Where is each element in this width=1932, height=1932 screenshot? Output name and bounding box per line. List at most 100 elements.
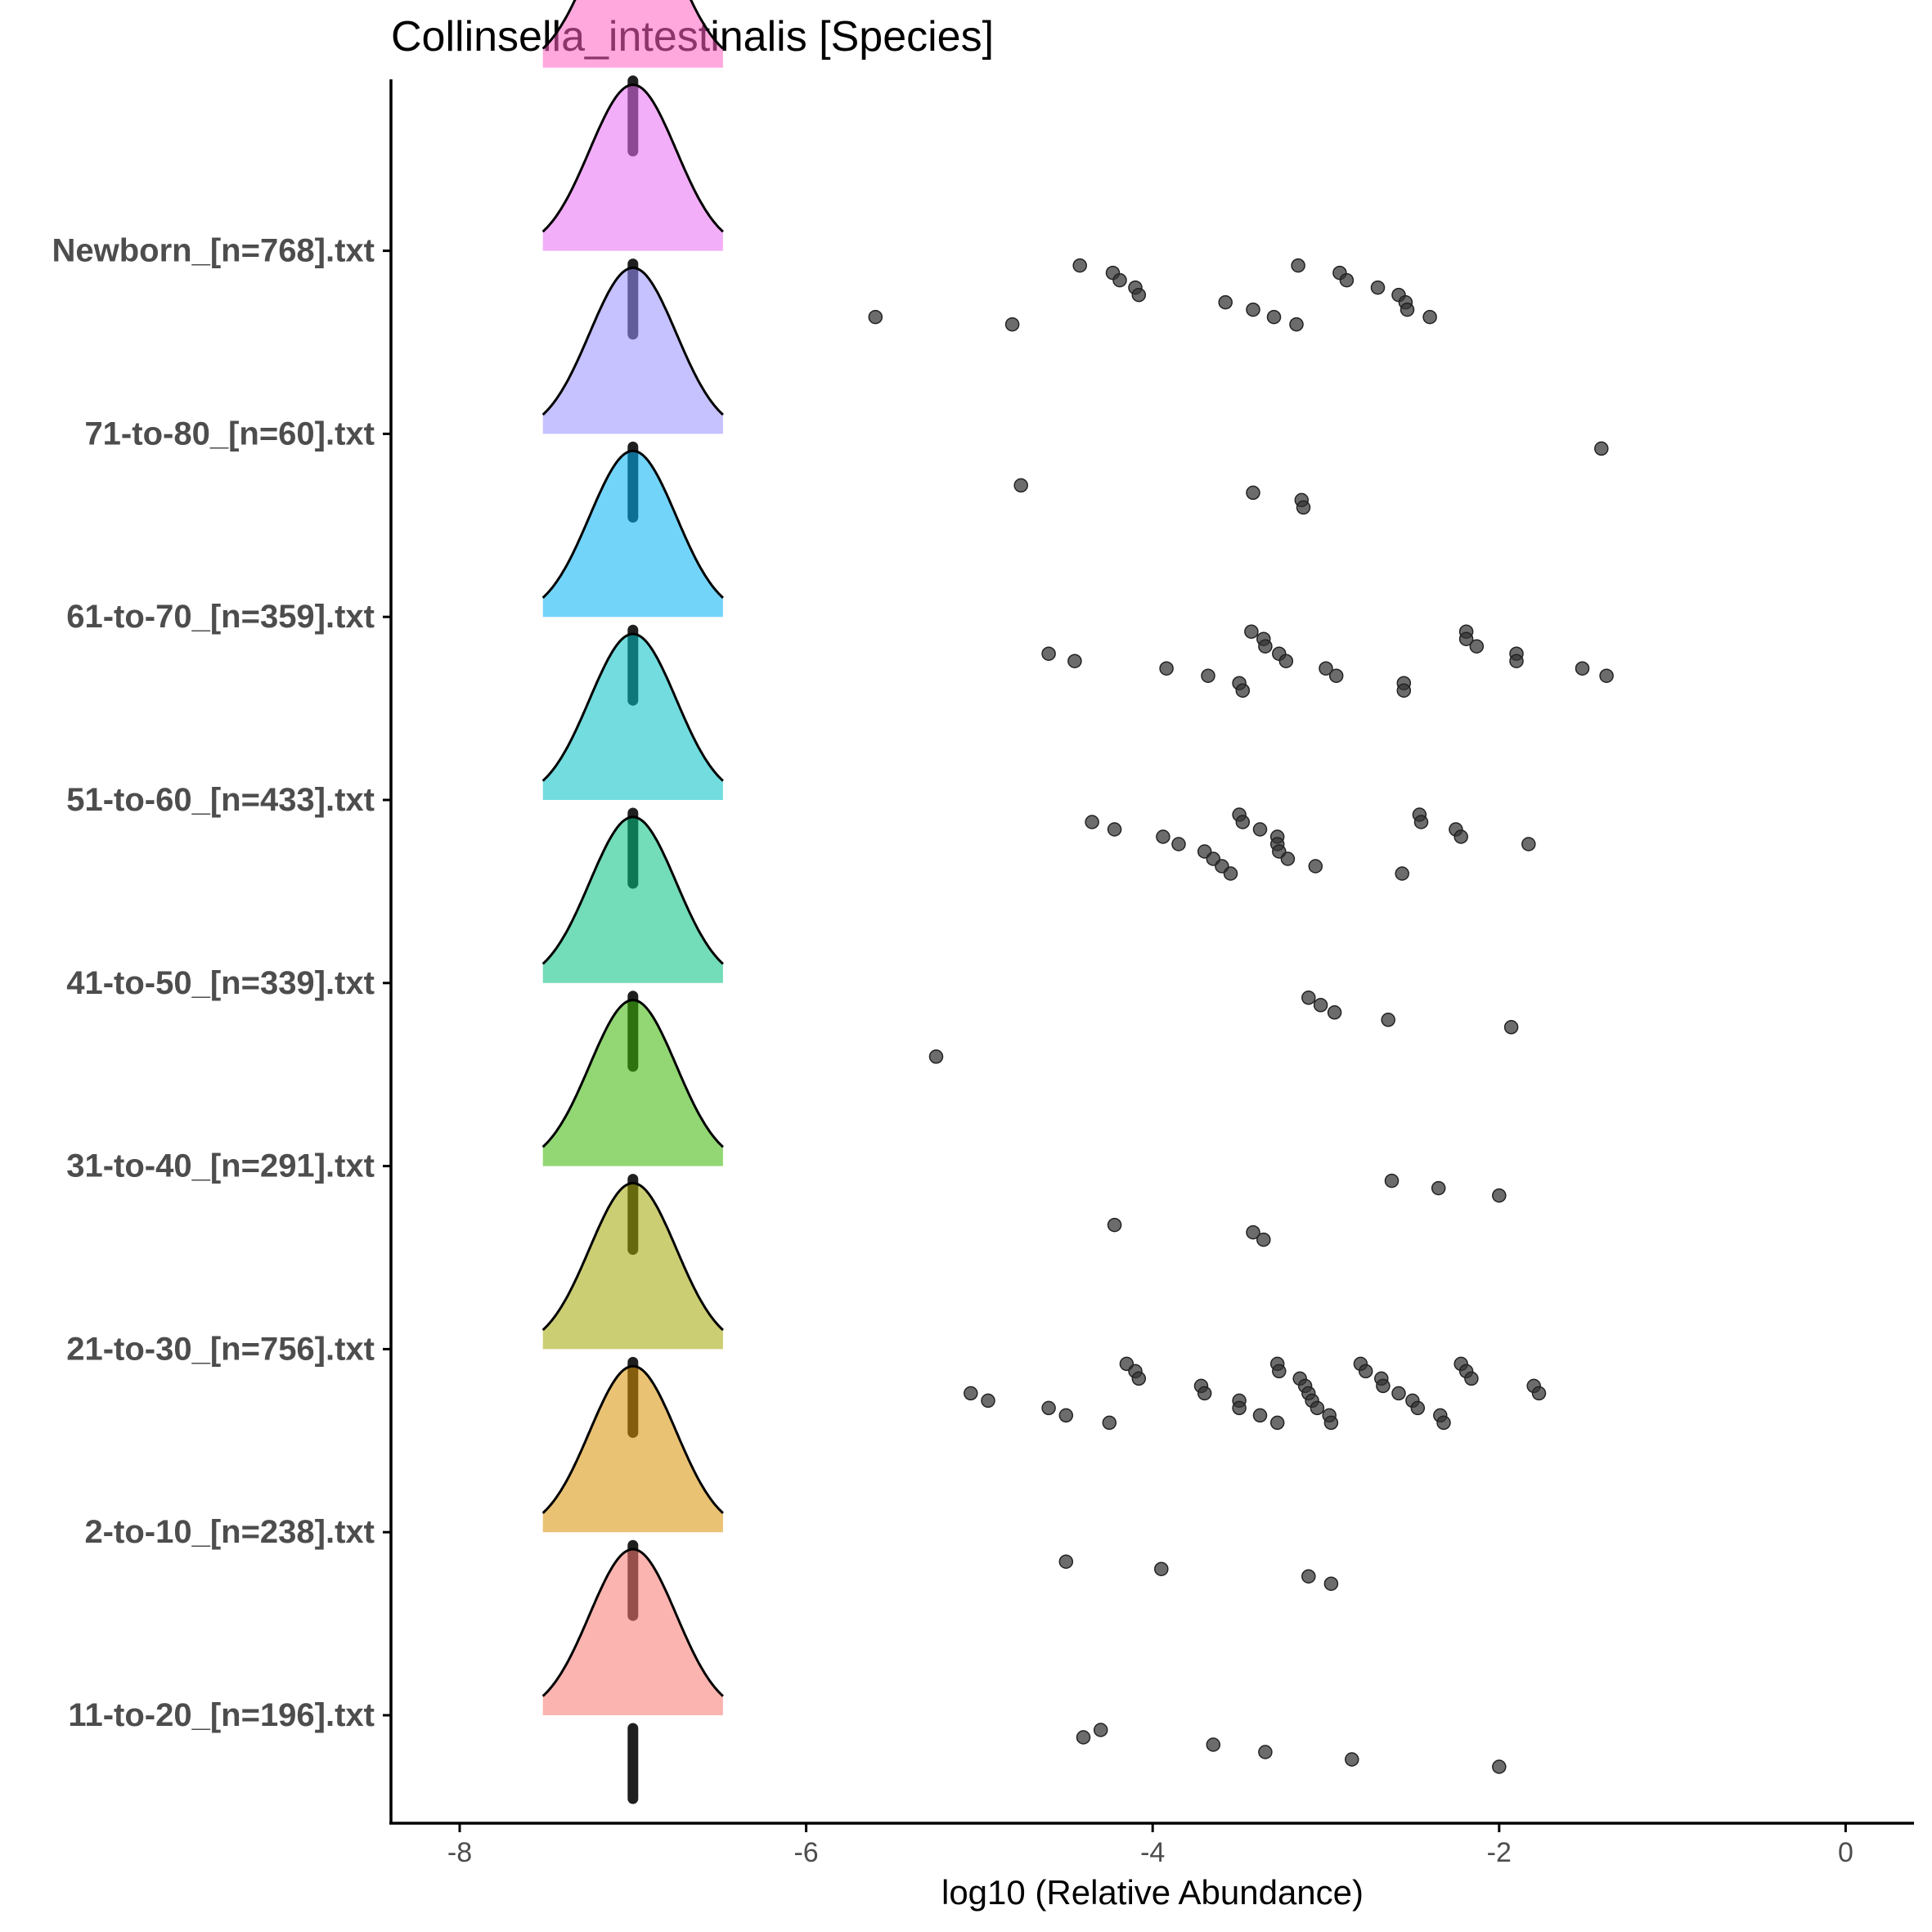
data-point <box>1431 1180 1446 1196</box>
data-point <box>1436 1415 1451 1431</box>
data-point <box>1154 1561 1169 1576</box>
ridge-fill-0 <box>542 1549 723 1715</box>
data-point <box>1156 829 1170 844</box>
data-point <box>1323 1415 1339 1431</box>
data-point <box>1258 1745 1273 1759</box>
data-point <box>1246 485 1260 501</box>
x-tick-label: -6 <box>793 1837 818 1868</box>
data-point <box>1252 1408 1268 1423</box>
data-point <box>1067 654 1082 668</box>
ridge-outline-5 <box>541 632 724 782</box>
data-point <box>1313 998 1328 1013</box>
data-point <box>1102 1415 1117 1431</box>
data-point <box>1296 500 1311 515</box>
data-point <box>1345 1752 1359 1767</box>
data-point <box>1594 441 1609 456</box>
y-tick-label: Newborn_[n=768].txt <box>52 233 375 269</box>
data-point <box>1058 1554 1074 1569</box>
data-point <box>1171 837 1186 851</box>
data-point <box>1395 866 1409 881</box>
data-point <box>1381 1013 1395 1027</box>
data-point <box>1391 1386 1406 1401</box>
data-point <box>1396 683 1412 698</box>
data-point <box>1301 991 1316 1005</box>
y-tick-label: 71-to-80_[n=60].txt <box>84 416 375 452</box>
data-point <box>1289 317 1304 332</box>
data-point <box>1013 478 1028 493</box>
data-point <box>1246 1224 1260 1240</box>
data-point <box>1085 815 1099 829</box>
data-point <box>1327 1005 1342 1020</box>
x-axis-label: log10 (Relative Abundance) <box>941 1873 1364 1912</box>
ridge-outline-3 <box>541 999 724 1148</box>
x-tick-label: -8 <box>447 1837 472 1868</box>
data-point <box>1159 661 1174 676</box>
data-point <box>1400 302 1415 317</box>
data-point <box>1599 668 1614 683</box>
ridge-fill-9 <box>542 0 723 68</box>
data-point <box>1410 1400 1426 1416</box>
ridge-outline-0 <box>541 1548 724 1697</box>
data-point <box>1235 683 1251 698</box>
data-point <box>1246 302 1260 317</box>
ridge-fill-6 <box>542 451 723 618</box>
ridge-outline-4 <box>541 815 724 965</box>
data-point <box>1358 1364 1373 1379</box>
y-tick-label: 21-to-30_[n=756].txt <box>66 1331 375 1367</box>
data-point <box>1041 646 1056 661</box>
data-point <box>1218 294 1233 310</box>
data-point <box>1422 309 1437 325</box>
data-point <box>1258 639 1273 654</box>
data-point <box>981 1393 995 1409</box>
x-tick-label: -4 <box>1140 1837 1165 1868</box>
y-tick-label: 31-to-40_[n=291].txt <box>66 1148 375 1184</box>
data-point <box>1244 624 1259 639</box>
data-point <box>1308 859 1323 874</box>
data-point <box>1252 822 1268 837</box>
ridge-outline-1 <box>541 1364 724 1514</box>
data-point <box>1269 1415 1285 1431</box>
data-point <box>1469 639 1485 654</box>
x-tick-label: -2 <box>1487 1837 1512 1868</box>
data-point <box>1072 258 1087 273</box>
data-point <box>1004 317 1020 332</box>
data-point <box>1503 1020 1519 1035</box>
data-point <box>1131 287 1147 303</box>
ridge-fill-8 <box>542 84 723 251</box>
y-ticks-layer: 11-to-20_[n=196].txt 2-to-10_[n=238].txt 2… <box>52 233 391 1733</box>
x-tick-label: 0 <box>1838 1837 1853 1868</box>
data-point <box>1206 1737 1221 1752</box>
data-point <box>1278 654 1294 668</box>
points-layer <box>868 258 1614 1774</box>
ridge-fill-4 <box>542 816 723 983</box>
data-point <box>1458 631 1474 646</box>
data-point <box>1201 668 1215 683</box>
data-point <box>1339 272 1355 288</box>
data-point <box>1492 1759 1507 1774</box>
ridge-outline-6 <box>541 449 724 599</box>
data-point <box>1112 272 1127 288</box>
ridge-outline-7 <box>541 266 724 416</box>
y-tick-label: 41-to-50_[n=339].txt <box>66 965 375 1001</box>
data-point <box>1291 258 1305 273</box>
data-point <box>1256 1232 1271 1247</box>
x-ticks-layer: -8 -6 -4 -2 0 <box>447 1823 1853 1868</box>
ridge-fill-2 <box>542 1183 723 1350</box>
ridge-fill-7 <box>542 267 723 434</box>
data-point <box>1531 1386 1547 1401</box>
ridge-outline-8 <box>541 83 724 233</box>
data-point <box>1301 1569 1316 1584</box>
data-point <box>1041 1400 1056 1416</box>
data-point <box>928 1049 944 1064</box>
data-point <box>1319 661 1333 676</box>
ridge-outline-2 <box>541 1181 724 1332</box>
data-point <box>1107 822 1122 837</box>
data-point <box>1272 1364 1287 1379</box>
data-point <box>1384 1173 1400 1188</box>
data-point <box>1492 1188 1507 1203</box>
data-point <box>1058 1408 1074 1423</box>
y-tick-label: 11-to-20_[n=196].txt <box>68 1697 375 1733</box>
data-point <box>1131 1371 1147 1386</box>
y-tick-label: 2-to-10_[n=238].txt <box>84 1514 375 1550</box>
